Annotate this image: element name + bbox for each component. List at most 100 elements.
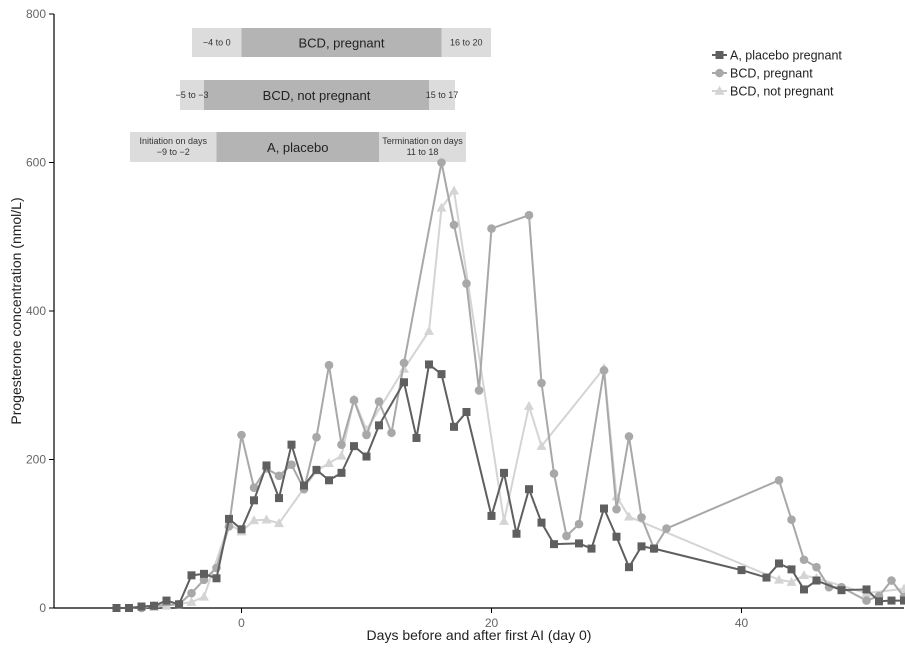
data-point (637, 542, 646, 551)
data-point (536, 440, 547, 450)
data-point (287, 460, 296, 469)
band-start-days: Initiation on days −9 to −2 (139, 136, 207, 157)
data-point (212, 574, 221, 583)
legend-label: BCD, not pregnant (730, 85, 834, 99)
y-axis-label: Progesterone concentration (nmol/L) (8, 197, 24, 424)
data-point (375, 421, 383, 430)
data-point (312, 432, 321, 442)
data-point (512, 529, 521, 538)
band-end-days: 15 to 17 (426, 90, 459, 100)
band-tail-segment (429, 80, 455, 110)
data-point (887, 576, 896, 585)
band-label: BCD, pregnant (299, 36, 385, 51)
data-point (362, 430, 371, 440)
data-point (899, 583, 905, 593)
data-point (786, 576, 797, 586)
y-tick-label: 200 (26, 453, 46, 467)
data-point (162, 596, 171, 605)
data-point (787, 515, 796, 524)
data-point (262, 461, 271, 470)
data-point (112, 604, 121, 612)
data-point (787, 565, 796, 574)
data-point (800, 585, 808, 594)
x-tick-label: 0 (238, 616, 245, 630)
data-point (612, 504, 621, 514)
data-point (336, 450, 347, 460)
data-point (887, 596, 896, 605)
data-point (400, 378, 408, 387)
data-point (150, 601, 158, 610)
data-point (399, 358, 409, 368)
data-point (312, 465, 321, 474)
data-point (837, 586, 846, 595)
treatment-bands: BCD, pregnant −4 to 0 16 to 20 BCD, not pre… (130, 28, 491, 162)
data-point (637, 513, 646, 522)
series-layer (112, 158, 905, 613)
data-point (762, 573, 771, 582)
data-point (237, 525, 246, 534)
data-point (875, 597, 883, 606)
data-point (474, 386, 484, 395)
data-point (500, 468, 508, 477)
data-point (774, 475, 784, 485)
band-start-days: −4 to 0 (203, 38, 231, 48)
data-point (349, 395, 359, 405)
data-point (187, 588, 196, 598)
band-core-segment (204, 80, 429, 110)
data-point (462, 279, 471, 288)
legend-label: BCD, pregnant (730, 67, 813, 81)
data-point (462, 407, 471, 416)
data-point (715, 51, 724, 59)
band-tail-segment (441, 28, 491, 57)
data-point (549, 469, 559, 478)
band-tail-segment (379, 132, 466, 162)
data-point (487, 511, 496, 520)
data-point (537, 378, 546, 388)
data-point (662, 524, 671, 533)
band-label: BCD, not pregnant (263, 88, 371, 103)
data-point (774, 574, 784, 584)
data-point (199, 591, 209, 601)
data-point (249, 515, 259, 525)
data-point (175, 600, 183, 609)
data-point (812, 576, 821, 585)
data-point (625, 563, 633, 572)
data-point (425, 360, 433, 369)
data-point (237, 430, 246, 440)
x-tick-label: 20 (485, 616, 499, 630)
data-point (424, 325, 434, 335)
data-point (249, 483, 259, 493)
data-point (525, 485, 533, 494)
data-point (537, 518, 546, 527)
data-point (412, 433, 421, 442)
data-point (337, 468, 346, 477)
data-point (261, 514, 272, 524)
data-point (599, 366, 609, 375)
data-point (137, 602, 146, 611)
series-circle (137, 158, 905, 613)
data-point (799, 555, 809, 565)
data-point (600, 504, 608, 513)
data-point (524, 400, 534, 410)
y-tick-label: 600 (26, 156, 46, 170)
data-point (387, 428, 396, 438)
data-point (612, 532, 621, 541)
data-point (650, 544, 658, 553)
band-core-segment (216, 132, 379, 162)
band-lead-segment (130, 132, 217, 162)
band-core-segment (241, 28, 442, 57)
data-point (799, 570, 809, 580)
data-point (715, 68, 724, 78)
legend-label: A, placebo pregnant (730, 49, 842, 63)
legend: A, placebo pregnant BCD, pregnant BCD, not… (712, 49, 842, 99)
data-point (624, 511, 634, 521)
axes: 0 20 40 0 200 400 600 800 Days before and afte… (8, 7, 904, 643)
data-point (449, 185, 459, 195)
data-point (487, 224, 496, 233)
series-square (112, 360, 905, 612)
data-point (775, 559, 783, 568)
data-point (562, 531, 571, 541)
data-point (274, 518, 284, 528)
data-point (324, 458, 334, 468)
